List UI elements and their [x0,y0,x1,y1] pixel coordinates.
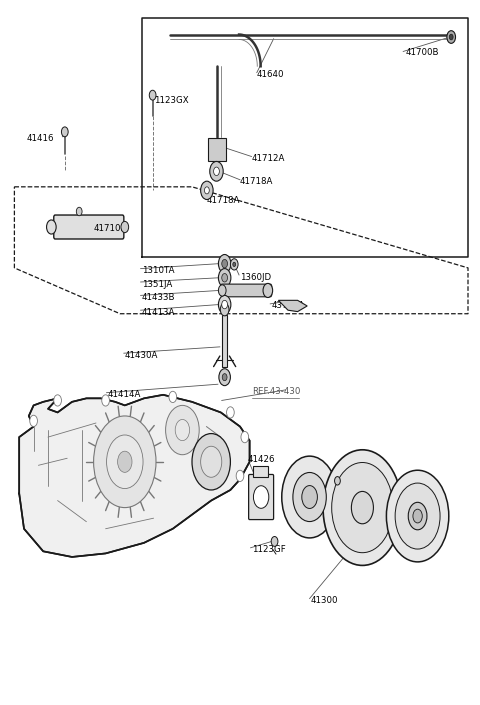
Circle shape [323,450,402,565]
Circle shape [61,127,68,137]
Text: 41718A: 41718A [240,178,274,186]
Circle shape [271,537,278,546]
Circle shape [413,509,422,523]
Circle shape [102,395,109,406]
Text: 1351JA: 1351JA [142,280,172,288]
Circle shape [222,300,228,309]
Circle shape [230,259,238,270]
FancyBboxPatch shape [253,466,268,477]
Circle shape [293,472,326,522]
Circle shape [263,283,273,298]
Circle shape [222,259,228,268]
Text: 41433B: 41433B [142,293,175,302]
Circle shape [47,220,56,234]
Circle shape [253,486,269,508]
Circle shape [233,262,236,266]
Circle shape [218,255,231,273]
Circle shape [222,274,228,282]
Text: 41413A: 41413A [142,308,175,317]
Text: 41426: 41426 [247,455,275,464]
Text: 43779A: 43779A [271,302,304,310]
Circle shape [408,502,427,530]
Circle shape [227,407,234,418]
Text: 41421B: 41421B [289,484,323,492]
Text: 41100: 41100 [406,496,433,505]
Circle shape [332,462,393,553]
Circle shape [351,491,373,524]
Circle shape [201,181,213,200]
Circle shape [218,295,231,314]
Circle shape [175,419,190,441]
Circle shape [201,446,222,477]
FancyBboxPatch shape [221,284,272,297]
Text: 1310TA: 1310TA [142,266,174,275]
Circle shape [302,486,317,508]
Text: 41300: 41300 [311,596,338,605]
Circle shape [94,416,156,508]
Circle shape [192,434,230,490]
Text: 41718A: 41718A [206,197,240,205]
Circle shape [121,221,129,233]
Circle shape [218,269,231,287]
Circle shape [386,470,449,562]
Circle shape [214,167,219,176]
Text: 41712A: 41712A [252,154,286,163]
Circle shape [449,34,453,40]
Circle shape [30,415,37,427]
Polygon shape [19,395,250,557]
FancyBboxPatch shape [54,215,124,239]
Circle shape [236,470,244,482]
FancyBboxPatch shape [208,138,226,161]
Circle shape [76,207,82,216]
Circle shape [220,303,229,316]
Circle shape [54,395,61,406]
Text: 41430A: 41430A [125,351,158,360]
Text: 41414A: 41414A [108,391,142,399]
Circle shape [210,161,223,181]
Polygon shape [278,300,307,312]
Circle shape [447,30,456,44]
Circle shape [395,483,440,549]
Circle shape [241,431,249,443]
Text: REF.43-430: REF.43-430 [252,387,300,396]
Circle shape [219,369,230,386]
Circle shape [222,374,227,381]
Circle shape [107,435,143,489]
Text: 1123GT: 1123GT [323,470,356,479]
Circle shape [204,187,209,194]
Text: 1123GX: 1123GX [154,96,188,104]
Text: 1360JD: 1360JD [240,273,271,281]
Circle shape [169,391,177,403]
Circle shape [118,451,132,472]
Text: 1123GF: 1123GF [252,546,286,554]
Text: 41700B: 41700B [406,49,439,57]
Circle shape [149,90,156,100]
Text: 41710B: 41710B [94,224,127,233]
Text: 41640: 41640 [257,70,284,78]
Text: 41416: 41416 [26,134,54,142]
Circle shape [282,456,337,538]
Circle shape [218,285,226,296]
Circle shape [335,477,340,485]
Circle shape [166,405,199,455]
FancyBboxPatch shape [249,474,274,520]
FancyBboxPatch shape [222,315,227,367]
